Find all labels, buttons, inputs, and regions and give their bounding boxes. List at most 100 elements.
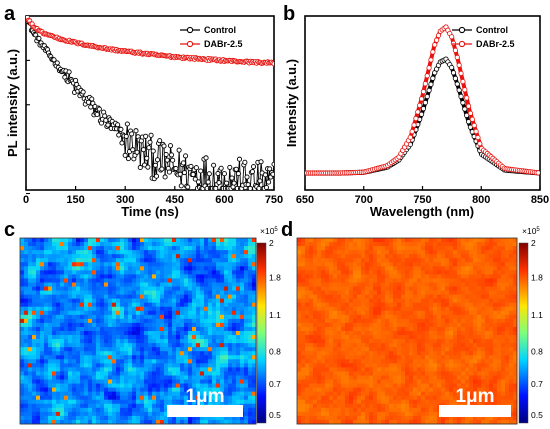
- heatmap-cell: [405, 326, 410, 332]
- heatmap-cell: [180, 282, 185, 287]
- heatmap-cell: [409, 306, 414, 312]
- heatmap-cell: [493, 335, 498, 340]
- heatmap-cell: [92, 379, 97, 384]
- heatmap-cell: [333, 282, 338, 287]
- heatmap-cell: [433, 290, 438, 296]
- heatmap-cell: [216, 262, 221, 267]
- heatmap-cell: [60, 294, 65, 300]
- heatmap-cell: [160, 258, 165, 263]
- heatmap-cell: [240, 278, 245, 283]
- heatmap-cell: [72, 415, 77, 421]
- heatmap-cell: [92, 246, 97, 251]
- heatmap-cell: [32, 391, 37, 397]
- heatmap-cell: [164, 411, 169, 417]
- heatmap-cell: [236, 347, 241, 352]
- heatmap-cell: [325, 343, 330, 348]
- heatmap-cell: [160, 322, 165, 328]
- heatmap-cell: [457, 262, 462, 267]
- heatmap-cell: [501, 335, 506, 340]
- heatmap-cell: [433, 294, 438, 300]
- heatmap-cell: [104, 258, 109, 263]
- heatmap-cell: [84, 331, 89, 336]
- heatmap-cell: [321, 294, 326, 300]
- heatmap-cell: [128, 302, 133, 308]
- heatmap-cell: [36, 242, 41, 247]
- heatmap-cell: [204, 290, 209, 296]
- heatmap-cell: [28, 379, 33, 384]
- heatmap-cell: [361, 286, 366, 291]
- heatmap-cell: [28, 399, 33, 405]
- heatmap-cell: [413, 262, 418, 267]
- heatmap-cell: [188, 371, 193, 376]
- heatmap-cell: [305, 258, 310, 263]
- heatmap-cell: [397, 250, 402, 255]
- heatmap-cell: [92, 347, 97, 352]
- heatmap-cell: [409, 347, 414, 352]
- heatmap-cell: [381, 238, 386, 243]
- heatmap-cell: [60, 326, 65, 332]
- heatmap-cell: [365, 310, 370, 316]
- heatmap-cell: [252, 242, 257, 247]
- heatmap-cell: [469, 266, 474, 271]
- heatmap-cell: [441, 270, 446, 275]
- heatmap-cell: [108, 331, 113, 336]
- heatmap-cell: [421, 310, 426, 316]
- heatmap-cell: [208, 391, 213, 397]
- heatmap-cell: [168, 302, 173, 308]
- heatmap-cell: [244, 246, 249, 251]
- heatmap-cell: [473, 339, 478, 344]
- heatmap-cell: [68, 294, 73, 300]
- heatmap-cell: [196, 351, 201, 356]
- heatmap-cell: [421, 290, 426, 296]
- heatmap-cell: [68, 387, 73, 393]
- heatmap-cell: [248, 258, 253, 263]
- heatmap-cell: [76, 282, 81, 287]
- heatmap-cell: [44, 347, 49, 352]
- heatmap-cell: [144, 318, 149, 324]
- heatmap-cell: [445, 339, 450, 344]
- heatmap-cell: [56, 367, 61, 372]
- heatmap-cell: [224, 335, 229, 340]
- heatmap-cell: [124, 375, 129, 380]
- heatmap-cell: [385, 254, 390, 259]
- heatmap-cell: [88, 367, 93, 372]
- heatmap-cell: [24, 399, 29, 405]
- heatmap-cell: [244, 331, 249, 336]
- heatmap-cell: [349, 339, 354, 344]
- heatmap-cell: [72, 379, 77, 384]
- heatmap-cell: [28, 298, 33, 304]
- heatmap-cell: [469, 302, 474, 308]
- heatmap-cell: [409, 262, 414, 267]
- data-point: [137, 164, 143, 171]
- heatmap-cell: [501, 262, 506, 267]
- heatmap-cell: [501, 286, 506, 291]
- heatmap-cell: [461, 254, 466, 259]
- heatmap-cell: [232, 310, 237, 316]
- heatmap-cell: [345, 314, 350, 320]
- heatmap-cell: [337, 258, 342, 263]
- heatmap-cell: [100, 379, 105, 384]
- heatmap-cell: [64, 335, 69, 340]
- heatmap-cell: [68, 326, 73, 332]
- heatmap-cell: [108, 262, 113, 267]
- heatmap-cell: [108, 314, 113, 320]
- heatmap-cell: [168, 310, 173, 316]
- heatmap-cell: [441, 242, 446, 247]
- heatmap-cell: [252, 359, 257, 364]
- heatmap-cell: [485, 286, 490, 291]
- heatmap-cell: [216, 246, 221, 251]
- heatmap-cell: [365, 335, 370, 340]
- heatmap-cell: [140, 351, 145, 356]
- heatmap-cell: [457, 254, 462, 259]
- heatmap-cell: [252, 254, 257, 259]
- heatmap-cell: [36, 322, 41, 328]
- heatmap-cell: [437, 294, 442, 300]
- heatmap-cell: [232, 254, 237, 259]
- heatmap-cell: [313, 318, 318, 324]
- heatmap-cell: [192, 371, 197, 376]
- heatmap-cell: [48, 387, 53, 393]
- heatmap-cell: [188, 310, 193, 316]
- heatmap-cell: [409, 238, 414, 243]
- heatmap-cell: [232, 339, 237, 344]
- heatmap-cell: [144, 282, 149, 287]
